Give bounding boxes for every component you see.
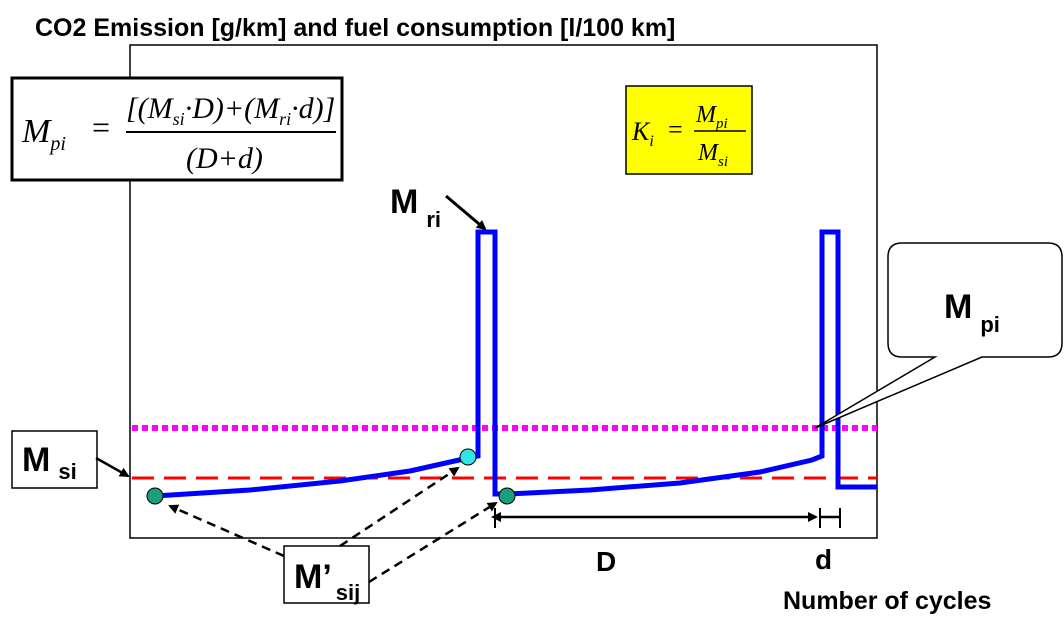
arrow-m-ri (445, 194, 487, 231)
marker-start-second (498, 487, 516, 505)
plot-frame (129, 44, 878, 539)
diagram-title: CO2 Emission [g/km] and fuel consumption… (35, 14, 675, 42)
formula-mpi-box: Mpi = [(Msi·D)+(Mri·d)] (D+d) (10, 76, 344, 182)
emission-signal-trace (154, 229, 877, 499)
formula-mpi-lhs: Mpi (21, 113, 66, 155)
formula-k-denominator: Msi (697, 140, 728, 170)
marker-end-first (459, 448, 477, 466)
label-m-sij-box: M’ sij (283, 545, 370, 605)
dashed-arrow-to-first-start (168, 504, 285, 558)
formula-mpi-eq: = (92, 109, 110, 145)
formula-mpi-numerator: [(Msi·D)+(Mri·d)] (126, 92, 335, 129)
dashed-arrow-to-first-end (339, 466, 460, 548)
label-D: D (596, 546, 616, 577)
formula-k-eq: = (668, 115, 683, 144)
formula-k-lhs: Ki (631, 117, 654, 150)
label-m-sij: M’ sij (294, 558, 360, 605)
marker-start-first (146, 487, 164, 505)
formula-mpi-denominator: (D+d) (186, 142, 263, 175)
label-d: d (815, 544, 832, 575)
arrow-m-si (95, 456, 130, 478)
formula-k-box: Ki = Mpi Msi (625, 85, 753, 175)
x-axis-label: Number of cycles (783, 587, 991, 615)
dashed-arrow-to-second-start (368, 501, 498, 584)
formula-k-numerator: Mpi (695, 102, 728, 132)
